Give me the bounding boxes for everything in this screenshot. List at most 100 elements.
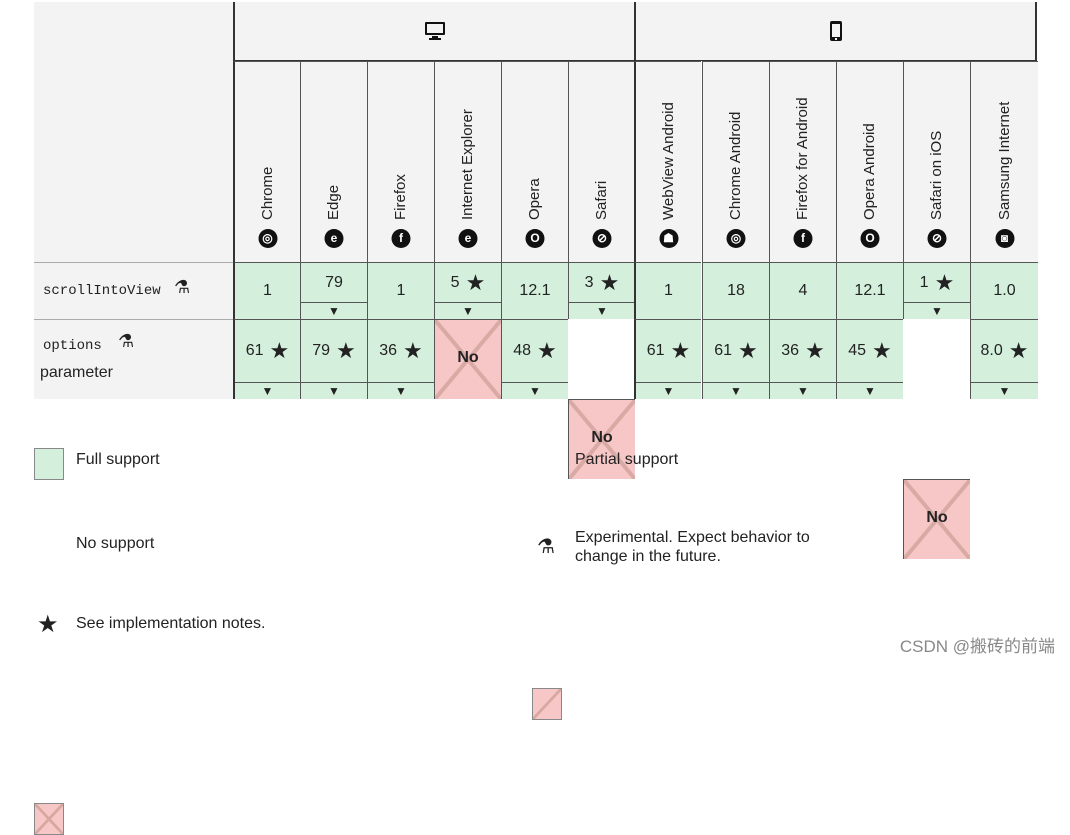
legend-notes-label: See implementation notes.: [76, 615, 266, 632]
legend-full-support-swatch: [34, 448, 64, 480]
implementation-notes-star-icon: ★: [599, 269, 620, 295]
expand-toggle-icon[interactable]: ▼: [569, 302, 635, 319]
mobile-platform-header: [634, 2, 1037, 61]
support-cell[interactable]: 5 ★ ▼: [434, 262, 501, 319]
expand-toggle-icon[interactable]: ▼: [703, 382, 769, 399]
version-value: 61: [646, 342, 665, 359]
experimental-flask-icon: ⚗: [174, 277, 191, 297]
expand-toggle-icon[interactable]: ▼: [435, 302, 501, 319]
samsung-internet-icon: ◙: [995, 229, 1014, 248]
support-cell[interactable]: 61 ★ ▼: [634, 319, 701, 399]
version-value: 1: [919, 273, 929, 291]
support-cell[interactable]: 48 ★ ▼: [501, 319, 568, 399]
no-support-cross: [435, 320, 501, 399]
version-value: 18: [727, 282, 745, 299]
implementation-notes-star-icon: ★: [269, 338, 290, 363]
browser-header: Samsung Internet ◙: [970, 61, 1038, 262]
support-cell: No: [434, 319, 501, 399]
version-value: No: [457, 349, 479, 366]
support-cell[interactable]: 45 ★ ▼: [836, 319, 903, 399]
support-cell[interactable]: 36 ★ ▼: [769, 319, 836, 399]
chrome-icon: ◎: [726, 229, 746, 248]
safari-icon: ⊘: [592, 229, 612, 248]
version-value: 3: [584, 273, 594, 291]
browser-name: Chrome: [258, 166, 276, 220]
version-value: 45: [848, 342, 867, 359]
android-icon: ☗: [659, 229, 678, 248]
implementation-notes-star-icon: ★: [1008, 338, 1029, 363]
version-value: 36: [379, 342, 398, 359]
browser-header: Firefox for Android f: [769, 61, 836, 262]
browser-name: Internet Explorer: [459, 109, 476, 220]
browser-name: WebView Android: [659, 102, 677, 220]
browser-name: Edge: [325, 184, 342, 220]
opera-icon: O: [860, 229, 880, 248]
feature-name[interactable]: options: [43, 338, 102, 354]
expand-toggle-icon[interactable]: ▼: [368, 382, 434, 399]
edge-icon: e: [324, 229, 344, 248]
table-corner: [34, 2, 234, 262]
version-value: 4: [798, 282, 808, 299]
firefox-icon: f: [391, 229, 411, 248]
browser-header: Edge e: [300, 61, 367, 262]
implementation-notes-star-icon: ★: [336, 338, 356, 363]
browser-name: Firefox: [392, 174, 409, 220]
expand-toggle-icon[interactable]: ▼: [971, 382, 1038, 399]
support-cell[interactable]: 36 ★ ▼: [367, 319, 434, 399]
version-value: 12.1: [519, 282, 551, 299]
version-value: 61: [714, 342, 733, 359]
browser-name: Opera Android: [861, 123, 878, 220]
browser-header: Safari ⊘: [568, 61, 635, 262]
legend-partial-support-label: Partial support: [575, 451, 679, 468]
version-value: 1.0: [993, 282, 1016, 299]
version-value: 8.0: [980, 342, 1003, 359]
browser-header: Chrome ◎: [233, 61, 300, 262]
expand-toggle-icon[interactable]: ▼: [235, 382, 300, 399]
chrome-icon: ◎: [258, 229, 277, 248]
browser-header: Safari on iOS ⊘: [903, 61, 970, 262]
browser-header: Opera Android O: [836, 61, 903, 262]
support-cell[interactable]: 8.0 ★ ▼: [970, 319, 1038, 399]
feature-name-suffix: parameter: [40, 364, 113, 381]
support-cell[interactable]: 61 ★ ▼: [233, 319, 300, 399]
support-cell[interactable]: 3 ★ ▼: [568, 262, 635, 319]
implementation-notes-star-icon: ★: [465, 269, 486, 295]
expand-toggle-icon[interactable]: ▼: [301, 382, 367, 399]
legend-partial-support-swatch: [532, 688, 562, 720]
watermark-text: CSDN @搬砖的前端: [899, 637, 1055, 656]
version-value: 1: [664, 282, 673, 299]
expand-toggle-icon[interactable]: ▼: [837, 382, 903, 399]
support-cell: No: [568, 399, 635, 479]
implementation-notes-star-icon: ★: [872, 338, 892, 363]
support-cell[interactable]: 1 ★ ▼: [903, 262, 970, 319]
support-cell[interactable]: 61 ★ ▼: [702, 319, 769, 399]
expand-toggle-icon[interactable]: ▼: [636, 382, 701, 399]
feature-name[interactable]: scrollIntoView: [43, 283, 161, 299]
desktop-platform-header: [233, 2, 636, 61]
implementation-notes-star-icon: ★: [738, 338, 758, 363]
expand-toggle-icon[interactable]: ▼: [502, 382, 568, 399]
support-cell: 1.0: [970, 262, 1038, 319]
support-cell: 12.1: [836, 262, 903, 319]
browser-name: Samsung Internet: [995, 101, 1013, 220]
version-value: 79: [312, 342, 331, 359]
support-cell[interactable]: 79 ▼: [300, 262, 367, 319]
browser-header: Opera O: [501, 61, 568, 262]
feature-row-options-parameter: options ⚗ parameter: [34, 319, 234, 399]
legend-full-support-label: Full support: [76, 451, 160, 468]
browser-name: Safari: [593, 180, 610, 220]
safari-icon: ⊘: [927, 229, 947, 248]
version-value: 36: [781, 342, 800, 359]
expand-toggle-icon[interactable]: ▼: [301, 302, 367, 319]
browser-name: Chrome Android: [727, 111, 744, 220]
version-value: 48: [513, 342, 532, 359]
support-cell: 18: [702, 262, 769, 319]
support-cell[interactable]: 79 ★ ▼: [300, 319, 367, 399]
expand-toggle-icon[interactable]: ▼: [904, 302, 970, 319]
browser-name: Safari on iOS: [928, 130, 945, 220]
browser-header: Internet Explorer e: [434, 61, 501, 262]
firefox-icon: f: [793, 229, 813, 248]
legend-experimental-label: Experimental. Expect behavior to change …: [575, 529, 810, 565]
no-support-cross: [904, 480, 970, 559]
expand-toggle-icon[interactable]: ▼: [770, 382, 836, 399]
